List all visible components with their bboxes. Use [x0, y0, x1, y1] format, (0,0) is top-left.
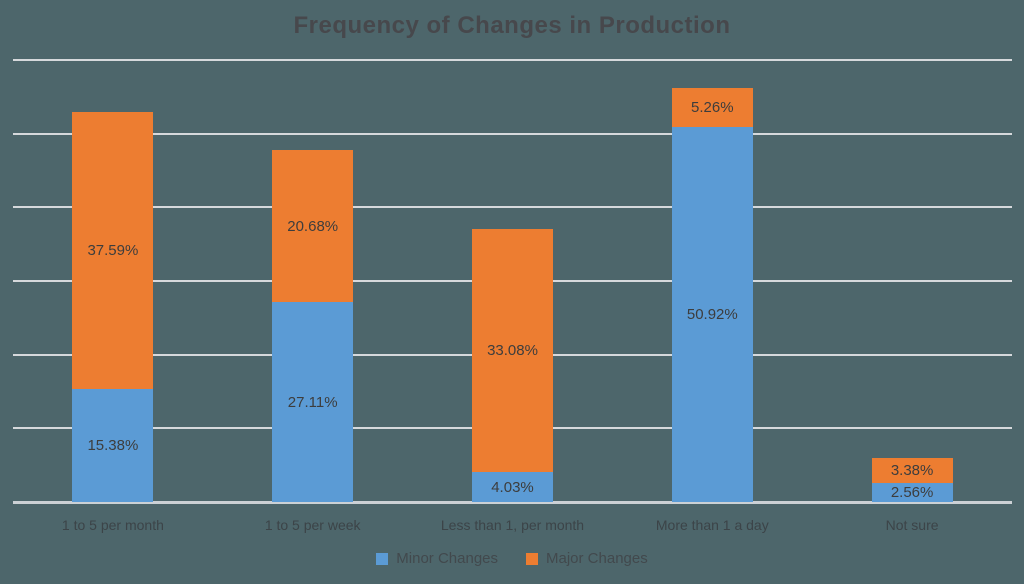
data-label: 3.38% — [890, 462, 934, 480]
data-label: 27.11% — [287, 393, 338, 411]
data-label: 15.38% — [87, 436, 139, 454]
bar-segment-major-changes: 37.59% — [72, 111, 154, 389]
x-axis-labels: 1 to 5 per month 1 to 5 per week Less than… — [13, 514, 1012, 536]
data-label: 37.59% — [87, 241, 139, 259]
x-axis-label: Less than 1, per month — [440, 517, 585, 533]
bar-stack-4: 5.26% 50.92% — [671, 88, 753, 502]
data-label: 33.08% — [487, 341, 538, 359]
x-axis-label: 1 to 5 per week — [264, 517, 361, 533]
data-label: 2.56% — [890, 484, 934, 502]
bar-stack-3: 33.08% 4.03% — [472, 228, 553, 502]
x-axis-label: More than 1 a day — [655, 517, 769, 533]
chart-title: Frequency of Changes in Production — [293, 12, 731, 39]
bar-segment-minor-changes: 50.92% — [671, 126, 753, 502]
legend-label: Minor Changes — [396, 550, 498, 567]
bar-segment-major-changes: 3.38% — [871, 458, 953, 484]
data-label: 20.68% — [287, 217, 339, 235]
gridline — [13, 59, 1012, 61]
bar-segment-major-changes: 5.26% — [671, 88, 753, 127]
x-axis-label: 1 to 5 per month — [61, 517, 164, 533]
x-axis-line — [13, 501, 1012, 504]
bar-segment-major-changes: 33.08% — [472, 228, 553, 473]
gridline — [13, 132, 1012, 135]
legend-item-major-changes: Major Changes — [526, 550, 648, 567]
data-label: 5.26% — [691, 99, 734, 117]
x-axis-label: Not sure — [885, 517, 939, 533]
bar-segment-minor-changes: 27.11% — [272, 302, 354, 502]
gridline — [13, 206, 1012, 209]
bar-segment-minor-changes: 4.03% — [472, 472, 553, 502]
bar-segment-major-changes: 20.68% — [272, 149, 354, 303]
legend-swatch-icon — [526, 552, 538, 565]
legend-swatch-icon — [376, 552, 389, 565]
bar-segment-minor-changes: 15.38% — [72, 388, 154, 502]
legend: Minor Changes Major Changes — [0, 550, 1024, 567]
data-label: 50.92% — [686, 305, 738, 323]
bar-stack-2: 20.68% 27.11% — [272, 149, 354, 502]
bar-stack-5: 3.38% 2.56% — [871, 458, 953, 502]
bar-stack-1: 37.59% 15.38% — [72, 111, 154, 502]
legend-item-minor-changes: Minor Changes — [376, 550, 498, 567]
legend-label: Major Changes — [546, 550, 648, 567]
bar-segment-minor-changes: 2.56% — [871, 483, 953, 502]
plot-area: 37.59% 15.38% 20.68% 27.11% 33.08% 4.03% 5.26%… — [13, 59, 1012, 504]
data-label: 4.03% — [491, 478, 534, 496]
